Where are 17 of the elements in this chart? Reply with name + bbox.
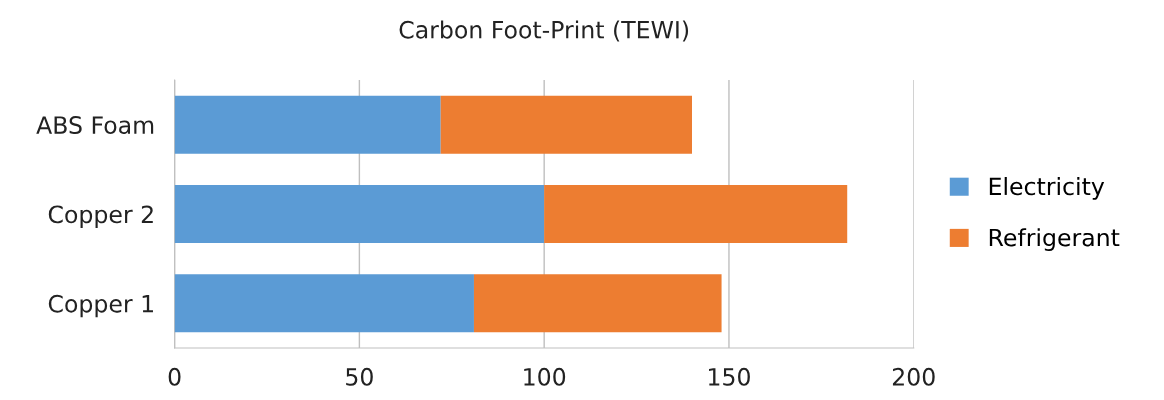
chart-title: Carbon Foot-Print (TEWI) (399, 20, 689, 42)
bar (174, 95, 441, 154)
y-tick-label: Copper 1 (48, 294, 153, 318)
x-tick-label: 150 (709, 367, 750, 386)
x-tick-label: 200 (892, 367, 935, 386)
legend-label: Electricity (989, 176, 1105, 200)
bar (440, 95, 692, 154)
bar (174, 274, 474, 333)
bar (473, 274, 722, 333)
bar (544, 184, 848, 244)
y-tick-label: Copper 2 (48, 205, 153, 228)
x-tick-label: 0 (168, 367, 181, 386)
x-tick-label: 50 (346, 367, 373, 386)
y-tick-label: ABS Foam (36, 116, 154, 134)
legend-label: Refrigerant (989, 228, 1120, 252)
bar (174, 184, 545, 244)
x-tick-label: 100 (524, 367, 566, 386)
